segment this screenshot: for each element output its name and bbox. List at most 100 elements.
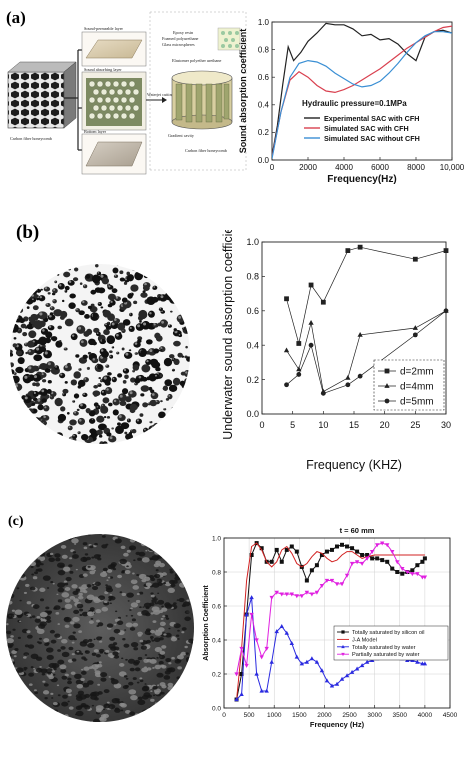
y-tick-label: 0.2 <box>212 671 221 678</box>
y-tick-label: 1.0 <box>246 237 259 247</box>
data-point <box>385 559 390 564</box>
y-tick-label: 0.8 <box>212 569 221 576</box>
series-line-0 <box>272 22 452 157</box>
legend-entry-b: d=4mm <box>400 382 434 393</box>
data-point <box>357 373 363 379</box>
data-point <box>284 630 289 635</box>
data-point <box>422 575 428 580</box>
y-tick-label: 0.0 <box>246 409 259 419</box>
panel-c-tag: (c) <box>8 514 24 529</box>
data-point <box>390 550 395 554</box>
data-point <box>324 678 330 683</box>
data-point <box>380 558 385 563</box>
data-point <box>259 655 264 660</box>
panel-a-tag: (a) <box>6 8 26 27</box>
x-tick-label: 0 <box>222 712 226 719</box>
y-tick-label: 0.8 <box>258 45 270 54</box>
legend-entry-c: J-A Model <box>352 637 377 643</box>
legend-entry-c: Partially saturated by water <box>352 652 420 658</box>
data-point <box>374 543 380 548</box>
data-point <box>296 341 302 346</box>
y-tick-label: 1.0 <box>212 535 221 542</box>
data-point <box>319 584 325 588</box>
data-point <box>349 561 355 566</box>
y-tick-label: 0.2 <box>246 375 259 385</box>
x-tick-label: 4000 <box>335 163 353 172</box>
data-point <box>244 663 249 668</box>
data-point <box>334 681 340 686</box>
legend-marker-c <box>341 652 345 657</box>
data-point <box>274 590 279 595</box>
data-point <box>294 549 299 554</box>
data-point <box>329 683 335 688</box>
legend-entry-a: Simulated SAC with CFH <box>324 124 409 133</box>
series-line-0 <box>286 246 446 344</box>
data-point <box>284 382 289 388</box>
x-axis-label: Frequency (Hz) <box>310 720 365 729</box>
data-point <box>370 556 375 561</box>
y-tick-label: 0.0 <box>212 705 221 712</box>
data-point <box>284 296 289 302</box>
data-point <box>309 568 314 573</box>
data-point <box>309 592 315 597</box>
data-point <box>357 332 363 337</box>
x-tick-label: 30 <box>441 420 451 430</box>
data-point <box>345 382 351 388</box>
series-line-1 <box>272 25 452 158</box>
legend-entry-a: Experimental SAC with CFH <box>324 114 419 123</box>
legend-entry-b: d=2mm <box>400 367 434 378</box>
x-tick-label: 10,000 <box>440 163 465 172</box>
data-point <box>289 544 294 549</box>
data-point <box>249 612 254 617</box>
data-point <box>239 672 244 676</box>
legend-marker-c <box>341 630 345 634</box>
legend-entry-c: Totally saturated by water <box>352 645 416 651</box>
data-point <box>415 572 420 577</box>
data-point <box>359 663 365 668</box>
data-point <box>249 595 254 600</box>
data-point <box>304 659 310 664</box>
x-tick-label: 0 <box>270 163 275 172</box>
data-point <box>249 553 254 557</box>
legend-marker-c <box>341 644 345 649</box>
data-point <box>269 659 274 664</box>
legend-entry-c: Totally saturated by silicon oil <box>352 630 424 636</box>
data-point <box>319 553 324 557</box>
data-point <box>357 244 363 250</box>
data-point <box>296 372 302 377</box>
data-point <box>345 248 351 253</box>
data-point <box>269 595 274 600</box>
x-axis-label: Frequency (KHZ) <box>306 458 402 472</box>
data-point <box>344 573 350 578</box>
x-tick-label: 3000 <box>367 712 382 719</box>
plot-frame <box>271 21 453 161</box>
x-tick-label: 3500 <box>393 712 408 719</box>
data-point <box>259 546 264 551</box>
data-point <box>289 641 294 645</box>
data-point <box>314 659 320 664</box>
data-point <box>304 590 310 595</box>
x-tick-label: 2000 <box>299 163 317 172</box>
x-tick-label: 6000 <box>371 163 389 172</box>
data-point <box>239 692 244 696</box>
data-point <box>420 559 425 564</box>
data-point <box>294 654 300 659</box>
data-point <box>422 556 427 561</box>
data-point <box>369 550 375 554</box>
data-point <box>385 543 390 548</box>
data-point <box>304 578 309 583</box>
data-point <box>309 656 315 661</box>
data-point <box>345 375 351 380</box>
data-point <box>410 568 415 573</box>
data-point <box>264 688 269 693</box>
y-tick-label: 0.8 <box>246 272 259 282</box>
chart-a: 0 2000 4000 6000 8000 10,000 0.0 0.2 0.4 0.6 0.8 1.… <box>238 18 465 185</box>
data-point <box>296 366 302 372</box>
y-tick-label: 0.6 <box>258 73 270 82</box>
x-tick-label: 15 <box>349 420 359 430</box>
data-point <box>329 578 335 583</box>
y-tick-label: 0.4 <box>246 340 259 350</box>
data-point <box>274 629 279 634</box>
data-point <box>364 659 370 664</box>
data-point <box>350 546 355 551</box>
